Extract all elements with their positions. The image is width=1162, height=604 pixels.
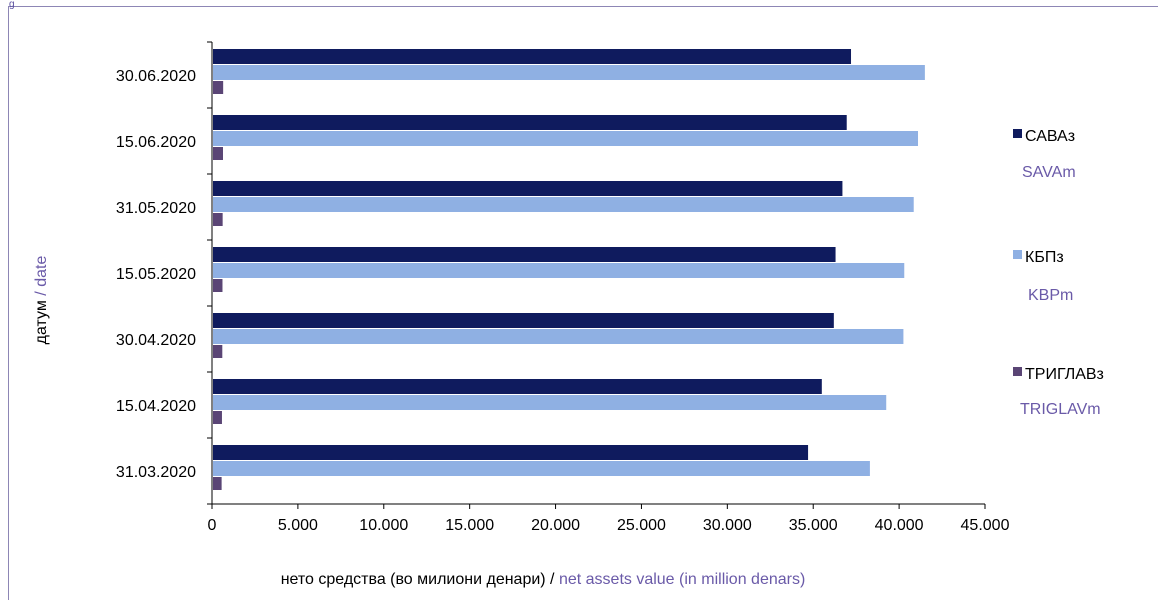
x-axis-title-latin: net assets value (in million denars) <box>559 571 805 588</box>
legend-label-1: КБПз <box>1025 249 1064 266</box>
y-axis-title-latin: date <box>33 256 50 287</box>
bar-2-5 <box>213 411 222 424</box>
bar-0-3 <box>213 247 836 262</box>
x-tick-label: 45.000 <box>961 517 1010 534</box>
bar-2-1 <box>213 147 223 160</box>
axes-group <box>211 42 985 505</box>
y-tick-label: 15.05.2020 <box>116 266 196 283</box>
y-tick-label: 31.05.2020 <box>116 200 196 217</box>
bar-2-3 <box>213 279 223 292</box>
bar-0-4 <box>213 313 834 328</box>
bar-0-5 <box>213 379 822 394</box>
bar-1-4 <box>213 329 904 344</box>
bar-1-3 <box>213 263 905 278</box>
bar-2-4 <box>213 345 223 358</box>
legend-swatch-1 <box>1013 250 1022 259</box>
x-axis-title-cyr: нето средства (во милиони денари) <box>281 571 546 588</box>
corner-fragment: g <box>9 0 15 10</box>
bar-0-0 <box>213 49 852 64</box>
x-ticks-group: 0 5.000 10.000 15.000 20.000 25.000 30.000 35.0… <box>208 504 1010 534</box>
bar-1-0 <box>213 65 925 80</box>
bar-2-6 <box>213 477 222 490</box>
bar-2-2 <box>213 213 223 226</box>
chart-frame: g <box>8 0 1158 600</box>
y-tick-label: 31.03.2020 <box>116 464 196 481</box>
x-tick-label: 20.000 <box>531 517 580 534</box>
legend-label-latin-1: KBPm <box>1028 287 1073 304</box>
y-tick-label: 30.06.2020 <box>116 68 196 85</box>
legend-label-latin-2: TRIGLAVm <box>1020 401 1101 418</box>
x-tick-label: 30.000 <box>703 517 752 534</box>
legend: САВАз SAVAm КБПз KBPm ТРИГЛАВз TRIGLAVm <box>1013 128 1104 418</box>
x-tick-label: 5.000 <box>278 517 318 534</box>
legend-label-2: ТРИГЛАВз <box>1025 366 1104 383</box>
legend-label-latin-0: SAVAm <box>1022 164 1076 181</box>
bar-0-6 <box>213 445 809 460</box>
y-tick-label: 30.04.2020 <box>116 332 196 349</box>
x-tick-label: 35.000 <box>789 517 838 534</box>
bar-0-1 <box>213 115 847 130</box>
bar-1-6 <box>213 461 870 476</box>
bars-group <box>213 49 925 490</box>
bar-1-2 <box>213 197 914 212</box>
legend-swatch-2 <box>1013 367 1022 376</box>
bar-0-2 <box>213 181 843 196</box>
y-tick-label: 15.06.2020 <box>116 134 196 151</box>
x-tick-label: 40.000 <box>875 517 924 534</box>
y-ticks-group: 30.06.2020 15.06.2020 31.05.2020 15.05.2020… <box>116 41 212 505</box>
x-tick-label: 10.000 <box>359 517 408 534</box>
bar-2-0 <box>213 81 224 94</box>
bar-1-1 <box>213 131 919 146</box>
y-axis-title-sep: / <box>33 287 50 300</box>
x-axis-title-sep: / <box>546 571 559 588</box>
x-axis-title: нето средства (во милиони денари) / net … <box>281 571 806 588</box>
bar-1-5 <box>213 395 887 410</box>
y-axis-title: датум / date <box>33 256 50 345</box>
x-tick-label: 25.000 <box>617 517 666 534</box>
x-tick-label: 15.000 <box>445 517 494 534</box>
x-tick-label: 0 <box>208 517 217 534</box>
legend-swatch-0 <box>1013 129 1022 138</box>
y-tick-label: 15.04.2020 <box>116 398 196 415</box>
legend-label-0: САВАз <box>1025 128 1075 145</box>
y-axis-title-cyr: датум <box>33 300 50 344</box>
